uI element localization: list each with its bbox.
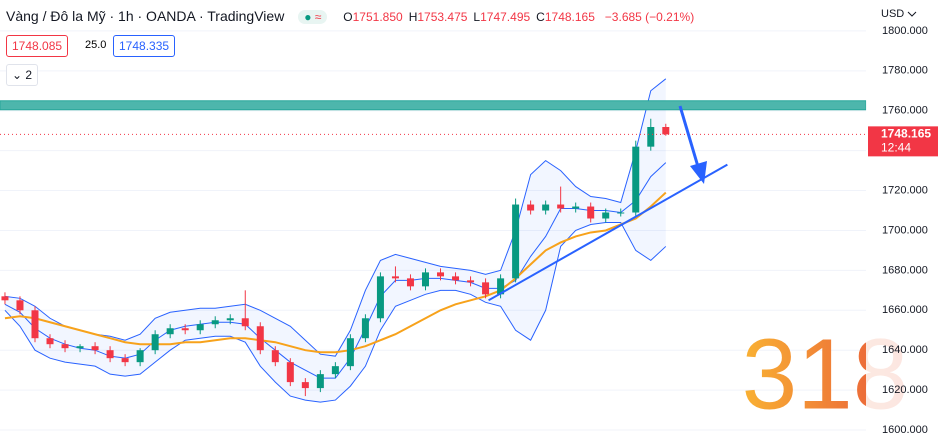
candle-body [121,358,129,363]
candle-body [1,296,9,301]
candle-body [61,344,69,349]
ohlc-value: 1748.165 [544,10,595,24]
candle-body [256,326,264,351]
moving-average [4,191,667,354]
spread: 25.0 [80,35,112,55]
candle-body [166,328,174,335]
candle-body [406,278,414,287]
ohlc-value: 1751.850 [352,10,403,24]
candle-body [452,276,460,281]
candle-body [181,328,189,331]
candle-body [316,374,324,389]
legend: Vàng / Đô la Mỹ · 1h · OANDA · TradingVi… [6,8,695,25]
candle-body [196,324,204,331]
ohlc-key: O [343,10,353,24]
candle-body [587,206,595,219]
ohlc: O1751.850 H1753.475 L1747.495 C1748.165 [337,10,595,24]
y-tick-label: 1640.000 [882,344,928,356]
caret [907,11,917,17]
currency[interactable]: USD [881,8,904,20]
candle-body [602,212,610,219]
band-fill [4,78,666,403]
y-tick-label: 1620.000 [882,384,928,396]
change: −3.685 (−0.21%) [604,10,695,24]
candle-body [421,272,429,287]
candle-body [391,276,399,279]
candle-body [31,310,39,339]
candle-body [331,366,339,375]
trendline [488,163,728,302]
bollinger-middle [4,162,667,379]
candle-body [527,204,535,211]
last-price-label: 1748.165 [881,127,931,141]
candle-body [226,318,234,321]
candle-body [76,346,84,349]
candle-body [512,204,520,279]
ask[interactable]: 1748.335 [113,35,176,57]
ohlc-value: 1753.475 [417,10,468,24]
candle-body [91,346,99,351]
y-tick-label: 1780.000 [882,65,928,77]
ohlc-key: C [536,10,545,24]
candle-body [46,338,54,345]
candle-body [301,382,309,389]
last-price-tag [868,126,938,157]
y-tick-label: 1700.000 [882,224,928,236]
bollinger-lower [4,221,667,403]
candle-body [361,318,369,339]
candle-body [572,206,580,209]
arrow-head [690,161,707,184]
ohlc-value: 1747.495 [480,10,531,24]
candle-body [136,350,144,363]
candle-body [241,318,249,327]
y-tick-label: 1720.000 [882,184,928,196]
y-tick-label: 1660.000 [882,304,928,316]
candle-body [16,300,24,311]
y-tick-label: 1600.000 [882,424,928,434]
candle-body [106,350,114,359]
candle-body [271,350,279,363]
countdown: 12:44 [881,141,911,155]
symbol: Vàng / Đô la Mỹ · 1h · OANDA · TradingVi… [6,8,285,24]
candle-body [617,212,625,214]
bollinger-upper [4,78,667,357]
price-axis [866,0,941,434]
candle-body [346,338,354,367]
zone [0,100,867,111]
candle-body [542,204,550,211]
candle-body [286,362,294,383]
candle-body [482,282,490,295]
bid[interactable]: 1748.085 [6,35,69,57]
ohlc-key: H [408,10,418,24]
y-tick-label: 1760.000 [882,105,928,117]
candle-body [662,127,670,135]
candle-body [151,334,159,351]
ohlc-key: L [473,10,481,24]
candle-body [211,320,219,325]
status: ● ≈ [298,10,328,25]
indicators-toggle[interactable]: ⌄ 2 [6,64,39,86]
candle-body [557,204,565,209]
candle-body [632,146,640,213]
candle-body [467,280,475,283]
indicator-count: 2 [25,68,33,82]
candle-body [647,127,655,147]
y-tick-label: 1680.000 [882,264,928,276]
y-tick-label: 1800.000 [882,25,928,37]
candle-body [497,278,505,295]
candle-body [376,276,384,319]
arrow [678,105,701,171]
candle-body [437,272,445,277]
